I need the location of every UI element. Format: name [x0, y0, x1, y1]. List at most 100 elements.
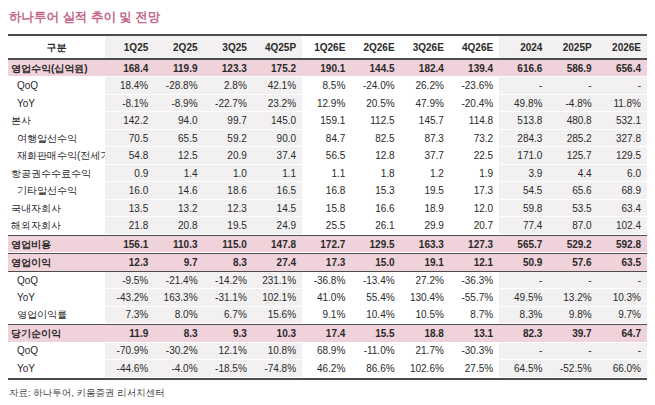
cell: 12.9% [302, 95, 351, 112]
cell: -13.4% [351, 272, 400, 289]
cell: 37.7 [401, 147, 450, 164]
cell: 17.4 [302, 324, 351, 342]
cell: 112.5 [351, 112, 400, 129]
cell: 10.3 [253, 324, 302, 342]
cell: -55.7% [450, 289, 499, 306]
cell: -22.7% [204, 95, 253, 112]
table-row: 국내자회사13.513.212.314.515.816.618.912.059.… [8, 200, 647, 217]
cell: -11.0% [351, 343, 400, 360]
cell: - [499, 272, 548, 289]
cell: 14.6 [154, 182, 203, 199]
cell: 1.8 [351, 165, 400, 182]
cell: 23.2% [253, 95, 302, 112]
cell: -20.4% [450, 95, 499, 112]
cell: 284.3 [499, 130, 548, 147]
page-title: 하나투어 실적 추이 및 전망 [9, 9, 647, 26]
cell: 2.8% [204, 77, 253, 94]
cell: 16.6 [351, 200, 400, 217]
cell: 8.3 [154, 324, 203, 342]
row-label: 영업이익 [8, 253, 105, 271]
row-label: 기타알선수익 [8, 182, 105, 199]
cell: 82.5 [351, 130, 400, 147]
cell: 172.7 [302, 235, 351, 253]
column-header: 4Q26E [450, 36, 499, 59]
cell: 68.9% [302, 343, 351, 360]
table-row: 영업이익12.39.78.327.417.315.019.112.150.957… [8, 253, 647, 271]
cell: 66.0% [598, 360, 647, 377]
cell: -23.6% [450, 77, 499, 94]
cell: 27.4 [253, 253, 302, 271]
table-row: 당기순이익11.98.39.310.317.415.518.813.182.33… [8, 324, 647, 342]
cell: 84.7 [302, 130, 351, 147]
row-label: YoY [8, 95, 105, 112]
cell: 480.8 [548, 112, 597, 129]
source-note: 자료: 하나투어, 키움증권 리서치센터 [9, 387, 647, 400]
cell: 70.5 [105, 130, 154, 147]
row-label: 영업이익률 [8, 307, 105, 324]
cell: 12.1 [450, 253, 499, 271]
cell: -36.8% [302, 272, 351, 289]
cell: 9.8% [548, 307, 597, 324]
table-row: YoY-43.2%163.3%-31.1%102.1%41.0%55.4%130… [8, 289, 647, 306]
cell: 231.1% [253, 272, 302, 289]
cell: 12.5 [154, 147, 203, 164]
cell: 0.9 [105, 165, 154, 182]
cell: 13.5 [105, 200, 154, 217]
row-label: 재화판매수익(전세기) [8, 147, 105, 164]
cell: 8.3 [204, 253, 253, 271]
cell: -4.8% [548, 95, 597, 112]
cell: 171.0 [499, 147, 548, 164]
cell: -30.3% [450, 343, 499, 360]
cell: 156.1 [105, 235, 154, 253]
row-label: 국내자회사 [8, 200, 105, 217]
cell: -36.3% [450, 272, 499, 289]
cell: 1.4 [154, 165, 203, 182]
cell: 6.0 [598, 165, 647, 182]
row-label: 항공권수수료수익 [8, 165, 105, 182]
cell: - [499, 77, 548, 94]
column-header: 2024 [499, 36, 548, 59]
cell: 64.5% [499, 360, 548, 377]
table-header: 구분1Q252Q253Q254Q25P1Q26E2Q26E3Q26E4Q26E2… [8, 36, 647, 59]
column-header: 3Q26E [401, 36, 450, 59]
cell: 12.1% [204, 343, 253, 360]
cell: 1.0 [204, 165, 253, 182]
cell: -21.4% [154, 272, 203, 289]
table-row: 재화판매수익(전세기)54.812.520.937.456.512.837.72… [8, 147, 647, 164]
cell: 14.5 [253, 200, 302, 217]
cell: 586.9 [548, 59, 597, 77]
row-label: 여행알선수익 [8, 130, 105, 147]
cell: 20.8 [154, 217, 203, 234]
cell: 54.5 [499, 182, 548, 199]
cell: 26.2% [401, 77, 450, 94]
cell: -14.2% [204, 272, 253, 289]
cell: 616.6 [499, 59, 548, 77]
column-header: 2Q25 [154, 36, 203, 59]
cell: 9.7 [154, 253, 203, 271]
cell: 55.4% [351, 289, 400, 306]
cell: 10.5% [401, 307, 450, 324]
cell: 4.4 [548, 165, 597, 182]
cell: 16.8 [302, 182, 351, 199]
cell: -74.8% [253, 360, 302, 377]
cell: 127.3 [450, 235, 499, 253]
cell: 145.7 [401, 112, 450, 129]
cell: - [598, 77, 647, 94]
cell: 139.4 [450, 59, 499, 77]
cell: 175.2 [253, 59, 302, 77]
column-header: 2026E [598, 36, 647, 59]
cell: 18.6 [204, 182, 253, 199]
cell: 10.3% [598, 289, 647, 306]
cell: 53.5 [548, 200, 597, 217]
cell: 21.7% [401, 343, 450, 360]
cell: 513.8 [499, 112, 548, 129]
cell: 656.4 [598, 59, 647, 77]
table-row: 여행알선수익70.565.559.290.084.782.587.373.228… [8, 130, 647, 147]
cell: 20.7 [450, 217, 499, 234]
cell: -24.0% [351, 77, 400, 94]
row-label: 영업수익(십억원) [8, 59, 105, 77]
cell: - [598, 343, 647, 360]
table-body: 영업수익(십억원)168.4119.9123.3175.2190.1144.51… [8, 59, 647, 378]
table-row: 항공권수수료수익0.91.41.01.11.11.81.21.93.94.46.… [8, 165, 647, 182]
header-row: 구분1Q252Q253Q254Q25P1Q26E2Q26E3Q26E4Q26E2… [8, 36, 647, 59]
